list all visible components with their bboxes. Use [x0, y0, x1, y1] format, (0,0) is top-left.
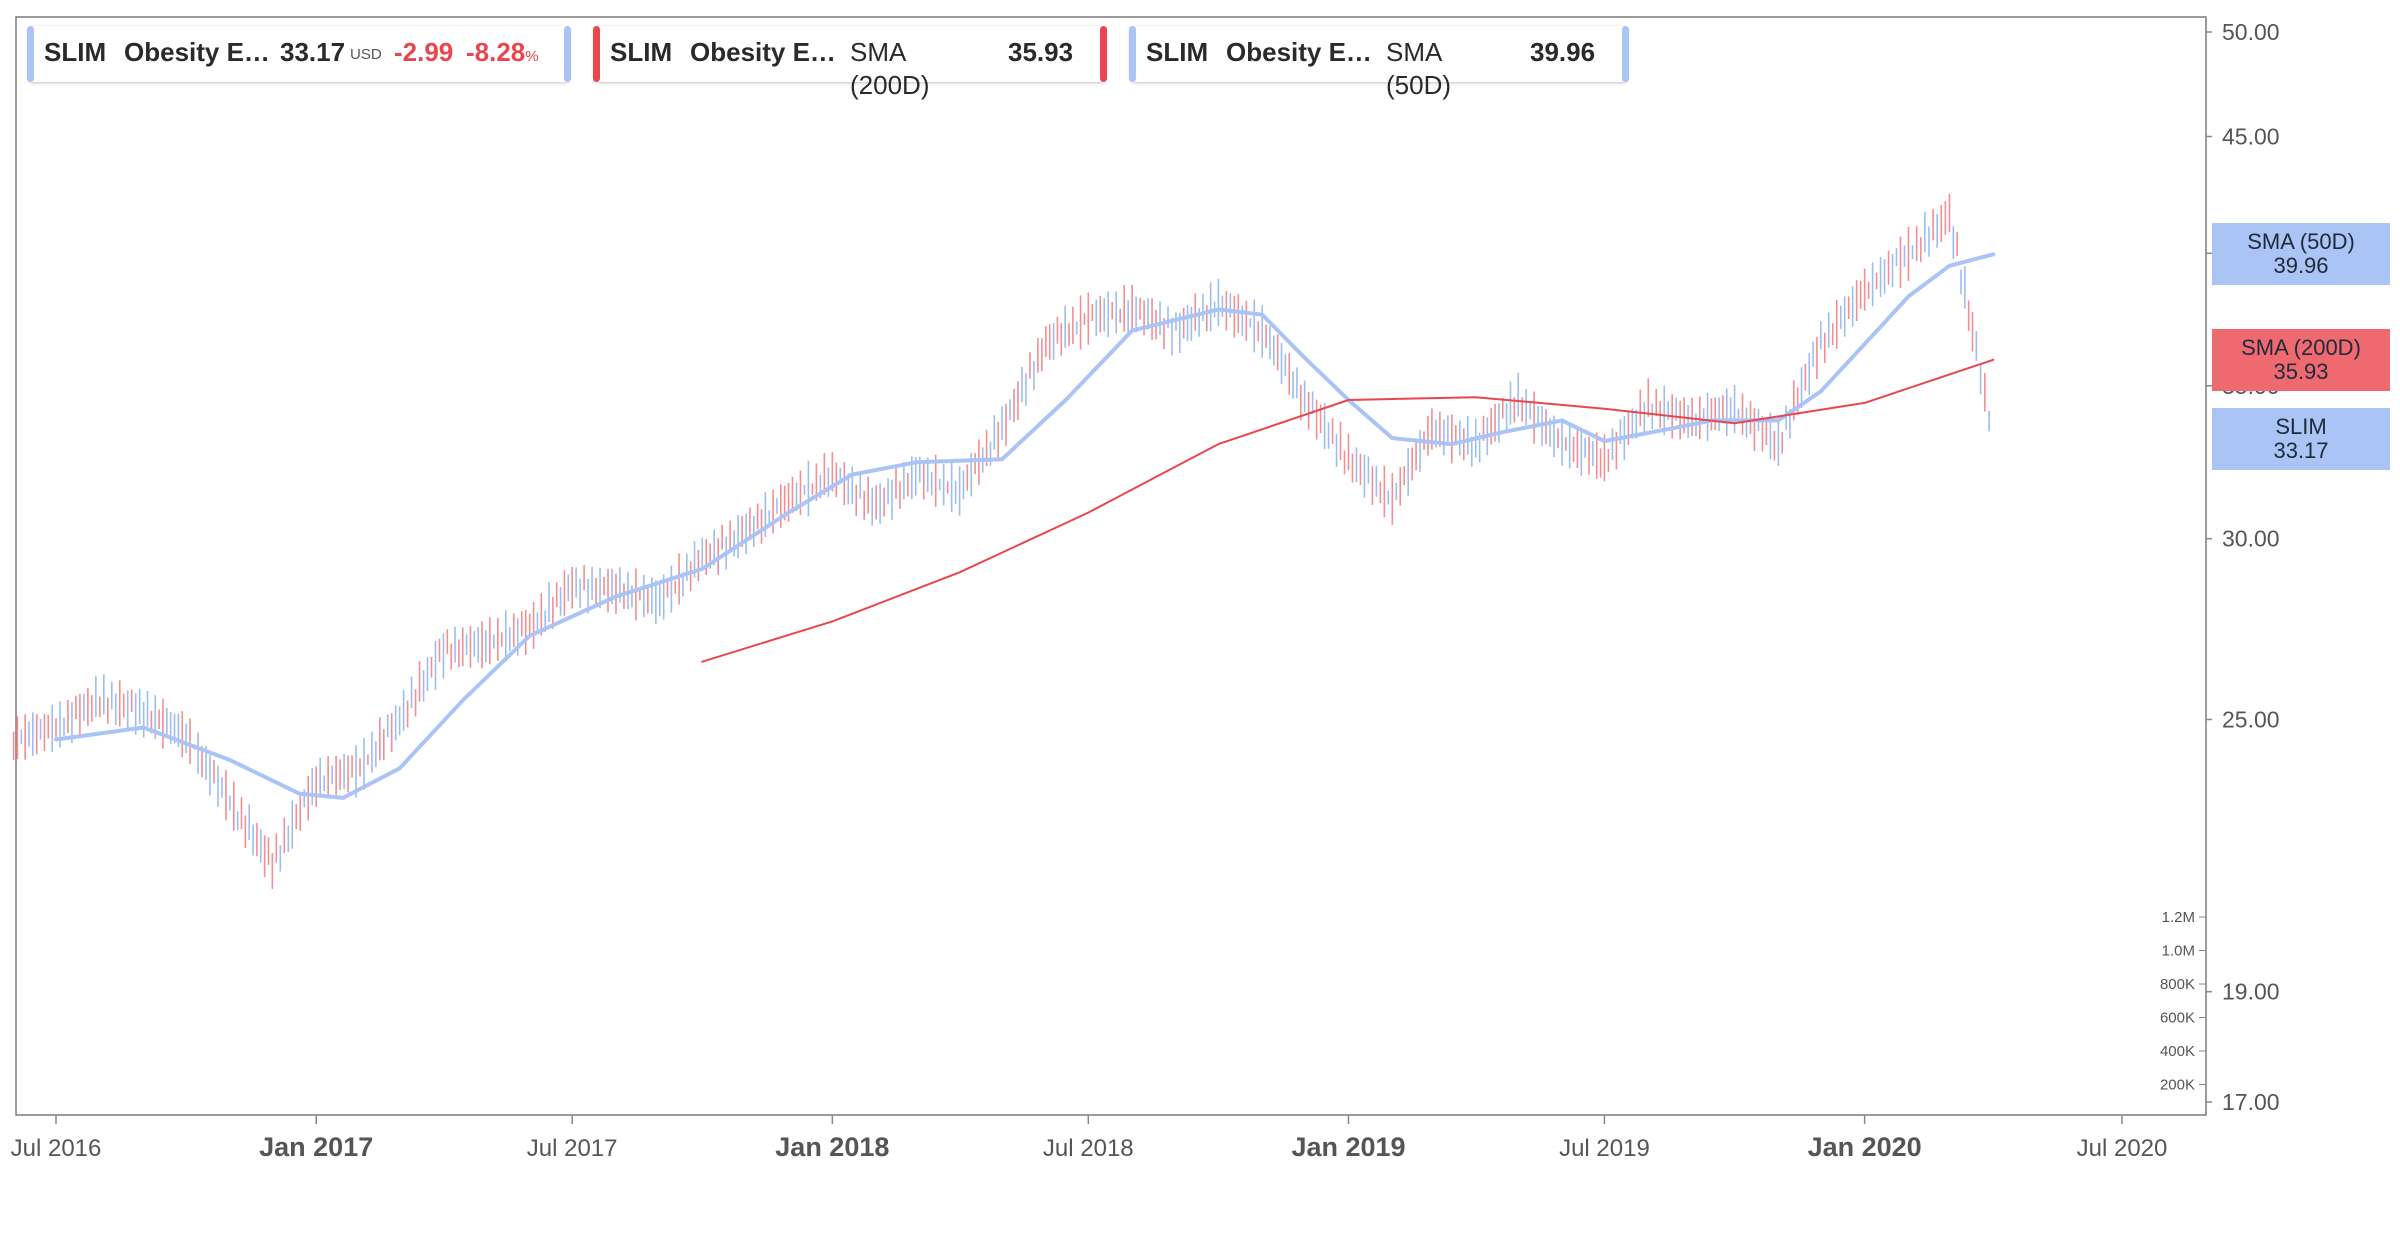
legend-name: Obesity E… — [124, 37, 270, 67]
legend-change: -2.99 — [394, 37, 454, 67]
legend-value: 35.93 — [1008, 37, 1074, 67]
legend-sma-50[interactable]: SLIM Obesity E… SMA (50D) 39.96 — [1129, 26, 1629, 100]
volume-tick-label: 1.2M — [2162, 909, 2195, 926]
x-tick-label: Jan 2019 — [1291, 1132, 1405, 1162]
legend-name: Obesity E… — [690, 37, 836, 67]
x-tick-label: Jul 2017 — [527, 1135, 618, 1162]
legend-color-bar — [1100, 26, 1107, 82]
volume-tick-label: 1.0M — [2162, 943, 2195, 960]
axis-tag-label: SMA (50D) — [2247, 229, 2355, 255]
legend-change-pct: -8.28% — [466, 37, 539, 67]
y-tick-label: 45.00 — [2222, 124, 2280, 150]
x-tick-label: Jan 2018 — [775, 1132, 889, 1162]
legend-indicator-period: (200D) — [850, 70, 930, 100]
legend-symbol: SLIM — [1146, 37, 1209, 67]
plot-frame — [15, 16, 2207, 1116]
axis-tag-label: SLIM — [2275, 414, 2327, 440]
axis-tag-value: 39.96 — [2273, 253, 2329, 279]
legend-indicator: SMA — [850, 37, 907, 67]
volume-tick-label: 800K — [2160, 976, 2195, 993]
time-axis: Jul 2016 Jan 2017 Jul 2017 Jan 2018 Jul 2018… — [11, 1115, 2168, 1162]
legend-color-bar — [1622, 26, 1629, 82]
legend-color-bar — [593, 26, 600, 82]
legend-color-bar — [1129, 26, 1136, 82]
y-tick-label: 17.00 — [2222, 1089, 2280, 1115]
axis-tag-price: SLIM 33.17 — [2212, 408, 2390, 471]
legend-indicator: SMA — [1386, 37, 1443, 67]
legend-name: Obesity E… — [1226, 37, 1372, 67]
legend-color-bar — [564, 26, 571, 82]
x-tick-label: Jul 2016 — [11, 1135, 102, 1162]
volume-tick-label: 200K — [2160, 1077, 2195, 1094]
volume-axis: 1.2M 1.0M 800K 600K 400K 200K — [2160, 909, 2206, 1094]
legend-color-bar — [27, 26, 34, 82]
legend-price[interactable]: SLIM Obesity E… 33.17 USD -2.99 -8.28% — [27, 26, 571, 82]
sma-50-line — [54, 252, 1996, 800]
volume-tick-label: 600K — [2160, 1010, 2195, 1027]
axis-tag-value: 35.93 — [2273, 358, 2329, 384]
y-tick-label: 50.00 — [2222, 19, 2280, 45]
x-tick-label: Jul 2020 — [2077, 1135, 2168, 1162]
legend-sma-200[interactable]: SLIM Obesity E… SMA (200D) 35.93 — [593, 26, 1107, 100]
axis-tag-label: SMA (200D) — [2241, 334, 2361, 360]
series-layer — [12, 193, 1996, 889]
volume-tick-label: 400K — [2160, 1043, 2195, 1060]
y-tick-label: 25.00 — [2222, 706, 2280, 732]
sma-200-line — [701, 358, 1995, 663]
legend-price-value: 33.17 — [280, 37, 346, 67]
axis-tag-sma-200: SMA (200D) 35.93 — [2212, 328, 2390, 391]
y-tick-label: 30.00 — [2222, 526, 2280, 552]
legend-currency: USD — [350, 46, 382, 63]
x-tick-label: Jan 2017 — [259, 1132, 373, 1162]
x-tick-label: Jul 2019 — [1559, 1135, 1650, 1162]
axis-tag-sma-50: SMA (50D) 39.96 — [2212, 223, 2390, 286]
x-tick-label: Jul 2018 — [1043, 1135, 1134, 1162]
axis-tag-value: 33.17 — [2273, 438, 2329, 464]
legend-symbol: SLIM — [610, 37, 673, 67]
y-tick-label: 19.00 — [2222, 979, 2280, 1005]
legend-value: 39.96 — [1530, 37, 1596, 67]
x-tick-label: Jan 2020 — [1808, 1132, 1922, 1162]
legend-indicator-period: (50D) — [1386, 70, 1452, 100]
legend-symbol: SLIM — [44, 37, 107, 67]
